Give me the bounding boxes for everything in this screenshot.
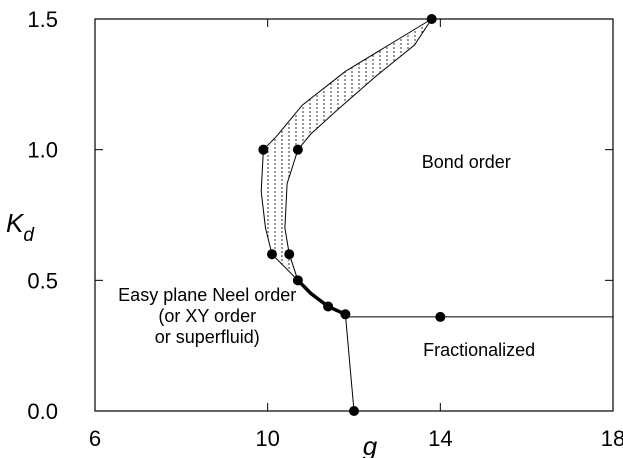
x-axis-label: g xyxy=(363,431,378,458)
region-label: or superfluid) xyxy=(155,327,260,347)
region-label: Bond order xyxy=(422,152,511,172)
x-tick-label: 10 xyxy=(255,426,279,451)
phase-boundaries xyxy=(260,18,613,412)
y-tick-label: 0.0 xyxy=(27,399,58,424)
y-tick-label: 0.5 xyxy=(27,268,58,293)
data-point xyxy=(435,311,446,322)
data-point xyxy=(349,406,359,416)
data-point xyxy=(426,14,437,24)
x-tick-label: 14 xyxy=(428,426,452,451)
y-axis-label: Kd xyxy=(6,208,35,246)
x-tick-label: 18 xyxy=(601,426,623,451)
text-labels: g Kd Bond order Easy plane Neel order(or XY… xyxy=(6,152,535,458)
data-point xyxy=(258,144,269,155)
data-points xyxy=(258,14,446,416)
axis-ticks: 6 10 14 18 0.0 0.5 1.0 1.5 xyxy=(27,7,623,451)
data-point xyxy=(340,309,351,320)
plot-frame xyxy=(94,18,614,412)
region-label: (or XY order xyxy=(158,306,256,326)
coexistence-hatch xyxy=(261,19,430,281)
data-point xyxy=(266,249,277,260)
data-point xyxy=(323,301,334,312)
y-tick-label: 1.0 xyxy=(27,138,58,163)
y-axis-label-subscript: d xyxy=(23,225,35,246)
boundary-vertical xyxy=(344,314,355,412)
data-point xyxy=(292,275,303,286)
data-point xyxy=(284,249,295,260)
data-point xyxy=(292,144,303,155)
y-tick-label: 1.5 xyxy=(27,7,58,32)
boundary-first-order xyxy=(296,279,347,316)
x-tick-label: 6 xyxy=(89,426,101,451)
boundary-inner xyxy=(284,18,433,281)
region-label: Fractionalized xyxy=(423,340,535,360)
region-label: Easy plane Neel order xyxy=(118,285,296,305)
boundary-outer xyxy=(260,18,432,281)
